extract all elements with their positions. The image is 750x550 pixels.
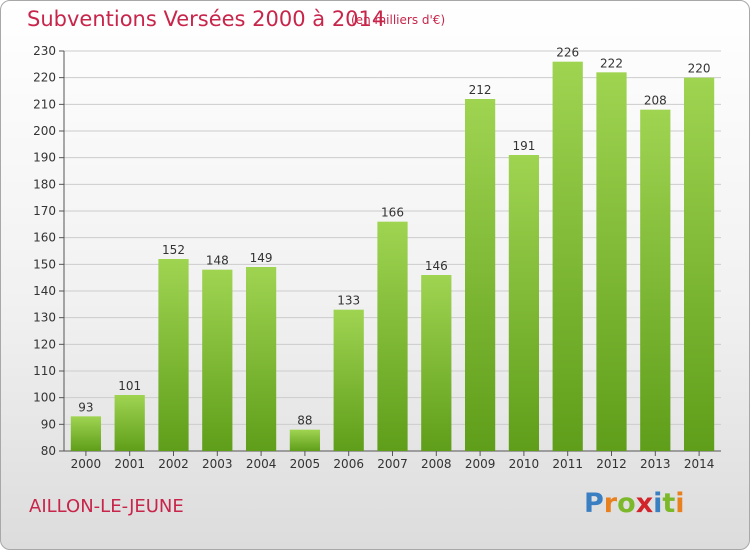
chart-unit: (en milliers d'€) [351, 13, 446, 27]
value-label-2003: 148 [206, 254, 229, 268]
value-label-2013: 208 [644, 94, 667, 108]
y-tick-label-90: 90 [41, 417, 56, 431]
logo-letter: r [603, 488, 618, 519]
bar-2004 [245, 267, 277, 451]
logo-letter: t [662, 488, 676, 519]
value-label-2005: 88 [297, 414, 312, 428]
logo-letter: P [584, 488, 604, 519]
proxiti-logo: Proxiti [584, 488, 685, 519]
x-tick-label-2014: 2014 [684, 457, 715, 471]
x-tick-label-2003: 2003 [202, 457, 233, 471]
x-tick-label-2006: 2006 [333, 457, 364, 471]
x-tick-label-2008: 2008 [421, 457, 452, 471]
y-tick-label-110: 110 [33, 364, 56, 378]
x-tick-label-2004: 2004 [246, 457, 277, 471]
x-tick-label-2012: 2012 [596, 457, 627, 471]
y-tick-label-150: 150 [33, 257, 56, 271]
bar-2000 [70, 416, 102, 451]
value-label-2009: 212 [469, 83, 492, 97]
value-label-2014: 220 [688, 62, 711, 76]
y-tick-label-230: 230 [33, 44, 56, 58]
bar-2011 [552, 61, 583, 452]
x-tick-label-2011: 2011 [552, 457, 583, 471]
value-label-2004: 149 [250, 251, 273, 265]
x-tick-label-2002: 2002 [158, 457, 189, 471]
value-label-2002: 152 [162, 243, 185, 257]
y-tick-label-140: 140 [33, 284, 56, 298]
value-label-2008: 146 [425, 259, 448, 273]
logo-letter: x [635, 488, 654, 519]
y-tick-label-190: 190 [33, 151, 56, 165]
bar-2002 [158, 259, 189, 451]
bar-2001 [114, 395, 145, 451]
value-label-2006: 133 [337, 294, 360, 308]
x-tick-label-2001: 2001 [114, 457, 145, 471]
logo-letter: i [653, 488, 663, 519]
value-label-2010: 191 [512, 139, 535, 153]
bar-2005 [289, 429, 321, 451]
bar-2009 [464, 99, 496, 451]
x-tick-label-2000: 2000 [71, 457, 102, 471]
bar-2006 [333, 309, 364, 451]
y-tick-label-80: 80 [41, 444, 56, 458]
bar-2010 [508, 155, 540, 451]
y-tick-label-210: 210 [33, 97, 56, 111]
y-tick-label-160: 160 [33, 231, 56, 245]
y-tick-label-130: 130 [33, 311, 56, 325]
value-label-2007: 166 [381, 206, 404, 220]
value-labels: 93 101 152 148 149 88 133 166 146 212 191 226 222 208… [78, 46, 710, 428]
y-tick-label-120: 120 [33, 337, 56, 351]
value-label-2000: 93 [78, 400, 93, 414]
y-tick-label-220: 220 [33, 71, 56, 85]
value-label-2012: 222 [600, 56, 623, 70]
chart-title: Subventions Versées 2000 à 2014 [27, 7, 386, 31]
x-tick-label-2007: 2007 [377, 457, 408, 471]
axes: 8090100110120130140150160170180190200210… [33, 44, 721, 471]
bar-2012 [596, 72, 627, 451]
logo-letter: o [617, 488, 636, 519]
x-tick-label-2005: 2005 [290, 457, 321, 471]
logo-letter: i [675, 488, 685, 519]
commune-name: AILLON-LE-JEUNE [29, 496, 184, 517]
value-label-2001: 101 [118, 379, 141, 393]
y-tick-label-200: 200 [33, 124, 56, 138]
x-tick-label-2013: 2013 [640, 457, 671, 471]
bar-2003 [202, 269, 233, 451]
y-tick-label-170: 170 [33, 204, 56, 218]
y-tick-label-100: 100 [33, 391, 56, 405]
bar-2014 [683, 77, 715, 452]
value-label-2011: 226 [556, 46, 579, 60]
bar-2007 [377, 221, 408, 451]
bars [70, 61, 715, 452]
bar-2008 [421, 275, 452, 451]
x-tick-label-2010: 2010 [509, 457, 540, 471]
bar-2013 [640, 109, 671, 452]
y-tick-label-180: 180 [33, 177, 56, 191]
x-tick-label-2009: 2009 [465, 457, 496, 471]
